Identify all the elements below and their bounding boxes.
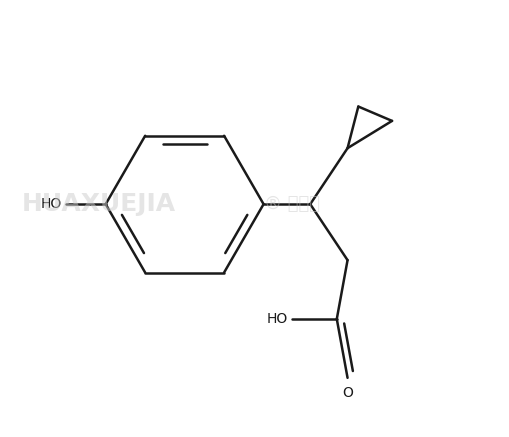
Text: HO: HO — [41, 197, 62, 211]
Text: HO: HO — [267, 312, 288, 326]
Text: ® 化学加: ® 化学加 — [264, 195, 320, 213]
Text: HUAXUEJIA: HUAXUEJIA — [21, 192, 176, 216]
Text: O: O — [342, 386, 353, 400]
